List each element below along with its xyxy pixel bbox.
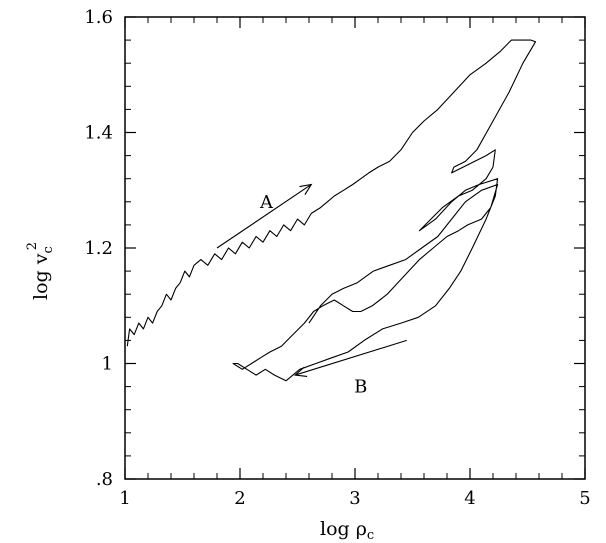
annotation-label: B — [354, 377, 367, 398]
y-tick-label: 1.4 — [84, 123, 113, 144]
y-tick-labels: .8 1 1.2 1.4 1.6 — [84, 7, 113, 490]
x-tick-labels: 1 2 3 4 5 — [119, 488, 590, 509]
series-layer — [126, 39, 537, 382]
minor-ticks — [125, 17, 585, 479]
annotation-layer: AB — [216, 183, 407, 398]
y-tick-label: 1.6 — [84, 7, 113, 28]
annotation-arrow-head — [299, 183, 313, 195]
annotation-arrow-shaft — [295, 339, 407, 376]
annotation-arrow-shaft — [216, 184, 312, 249]
x-axis-label-sub: c — [367, 528, 374, 543]
series-line — [126, 39, 537, 382]
y-axis-label: log vc2 — [25, 242, 56, 300]
annotation-label: A — [259, 192, 274, 213]
x-tick-label: 4 — [464, 488, 475, 509]
x-tick-label: 2 — [234, 488, 245, 509]
x-axis-label: log ρc — [320, 518, 374, 543]
x-tick-label: 3 — [349, 488, 360, 509]
y-axis-label-main: log v — [30, 253, 52, 300]
y-tick-label: 1 — [102, 354, 113, 375]
major-ticks — [124, 16, 586, 480]
y-axis-label-sub: c — [41, 246, 56, 253]
annotation-arrow-head — [293, 366, 308, 378]
x-tick-label: 5 — [579, 488, 590, 509]
y-tick-label: 1.2 — [84, 238, 113, 259]
x-axis-label-main: log ρ — [320, 518, 367, 540]
y-axis-label-sup: 2 — [25, 242, 40, 250]
plot-frame — [124, 16, 586, 480]
x-tick-label: 1 — [119, 488, 130, 509]
y-tick-label: .8 — [96, 469, 113, 490]
